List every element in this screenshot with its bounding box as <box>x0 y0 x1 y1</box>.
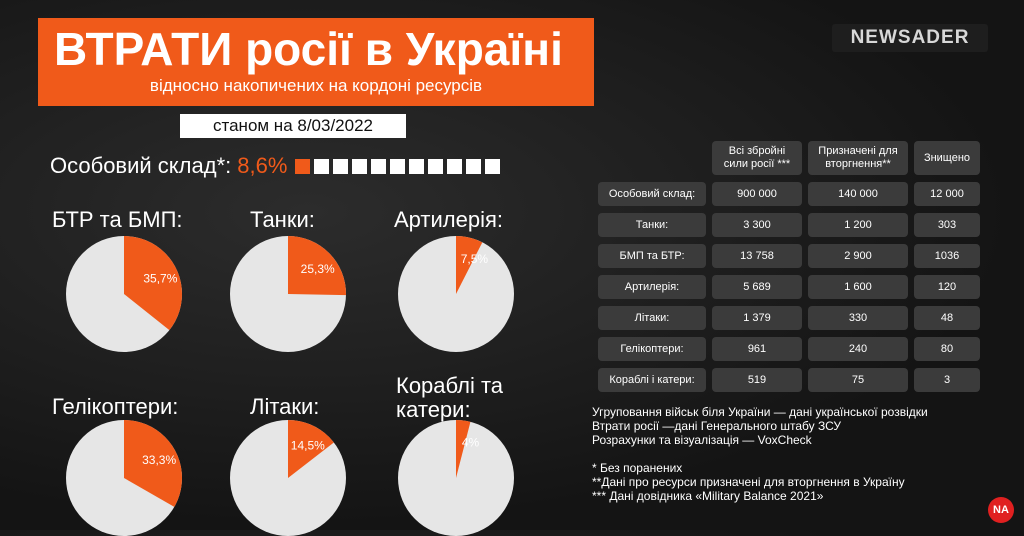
page-subtitle: відносно накопичених на кордоні ресурсів <box>149 76 483 95</box>
pie-chart-aircraft: 14,5% <box>230 420 346 536</box>
sources-block: Угруповання військ біля України — дані у… <box>592 405 928 447</box>
cell-destroyed: 1036 <box>914 244 980 268</box>
pie-title-artillery: Артилерія: <box>394 207 504 232</box>
cell-invasion: 75 <box>808 368 908 392</box>
personnel-square-empty <box>466 158 482 174</box>
col-header-invasion: Призначені для вторгнення** <box>808 141 908 175</box>
note-line: *** Дані довідника «Military Balance 202… <box>592 489 824 503</box>
note-line: * Без поранених <box>592 461 683 475</box>
personnel-square-empty <box>447 158 463 174</box>
cell-invasion: 240 <box>808 337 908 361</box>
pie-chart-helicopters: 33,3% <box>66 420 182 536</box>
personnel-label: Особовий склад*: <box>50 153 232 178</box>
pie-loss-slice <box>124 420 182 507</box>
note-line: **Дані про ресурси призначені для вторгн… <box>592 475 905 489</box>
personnel-value: 8,6% <box>237 153 288 178</box>
pie-value-label: 4% <box>462 435 480 449</box>
row-label: Гелікоптери: <box>598 337 706 361</box>
personnel-square-empty <box>409 158 425 174</box>
row-label: БМП та БТР: <box>598 244 706 268</box>
cell-all-forces: 519 <box>712 368 802 392</box>
cell-destroyed: 303 <box>914 213 980 237</box>
cell-invasion: 330 <box>808 306 908 330</box>
source-line: Втрати росії —дані Генерального штабу ЗС… <box>592 419 842 433</box>
date-label: станом на 8/03/2022 <box>180 114 406 138</box>
pie-title-helicopters: Гелікоптери: <box>52 394 179 419</box>
pie-loss-slice <box>288 420 334 478</box>
cell-all-forces: 5 689 <box>712 275 802 299</box>
cell-destroyed: 80 <box>914 337 980 361</box>
cell-destroyed: 48 <box>914 306 980 330</box>
losses-table: Всі збройні сили росії *** Призначені дл… <box>592 134 986 399</box>
pie-loss-slice <box>124 236 182 331</box>
table-row: Особовий склад: 900 000 140 000 12 000 <box>598 182 980 206</box>
pie-chart-artillery: 7,5% <box>398 236 514 352</box>
table-row: Літаки: 1 379 330 48 <box>598 306 980 330</box>
notes-block: * Без поранених **Дані про ресурси призн… <box>592 461 905 503</box>
cell-invasion: 1 600 <box>808 275 908 299</box>
table-row: Кораблі і катери: 519 75 3 <box>598 368 980 392</box>
table-corner <box>598 141 706 175</box>
pie-value-label: 25,3% <box>301 262 335 276</box>
pie-title-ships: Кораблі та катери: <box>396 373 504 422</box>
pie-title-btr: БТР та БМП: <box>52 207 183 232</box>
personnel-square-empty <box>485 158 501 174</box>
personnel-square-empty <box>371 158 387 174</box>
row-label: Артилерія: <box>598 275 706 299</box>
cell-invasion: 1 200 <box>808 213 908 237</box>
cell-destroyed: 3 <box>914 368 980 392</box>
source-line: Розрахунки та візуалізація — VoxCheck <box>592 433 812 447</box>
pie-chart-tanks: 25,3% <box>230 236 346 352</box>
cell-all-forces: 13 758 <box>712 244 802 268</box>
cell-invasion: 140 000 <box>808 182 908 206</box>
pie-loss-slice <box>456 420 471 478</box>
pie-value-label: 35,7% <box>143 271 177 285</box>
pie-title-tanks: Танки: <box>250 207 315 232</box>
pie-value-label: 7,5% <box>461 252 489 266</box>
cell-all-forces: 900 000 <box>712 182 802 206</box>
personnel-indicator: Особовий склад*: 8,6% <box>50 151 501 181</box>
cell-all-forces: 961 <box>712 337 802 361</box>
table-header-row: Всі збройні сили росії *** Призначені дл… <box>598 141 980 175</box>
page-title: ВТРАТИ росії в Україні <box>54 23 563 75</box>
pie-loss-slice <box>288 236 346 296</box>
newsader-logo: NEWSADER <box>832 24 988 52</box>
table-row: Гелікоптери: 961 240 80 <box>598 337 980 361</box>
personnel-squares <box>295 158 501 174</box>
personnel-square-empty <box>390 158 406 174</box>
title-banner: ВТРАТИ росії в Україні відносно накопиче… <box>38 18 594 106</box>
table-row: Танки: 3 300 1 200 303 <box>598 213 980 237</box>
pie-loss-slice <box>456 236 483 294</box>
col-header-all-forces: Всі збройні сили росії *** <box>712 141 802 175</box>
pie-title-aircraft: Літаки: <box>250 394 320 419</box>
channel-badge: NA <box>988 497 1014 523</box>
pie-value-label: 14,5% <box>291 439 325 453</box>
source-line: Угруповання військ біля України — дані у… <box>592 405 928 419</box>
col-header-destroyed: Знищено <box>914 141 980 175</box>
cell-all-forces: 1 379 <box>712 306 802 330</box>
cell-destroyed: 12 000 <box>914 182 980 206</box>
personnel-square-empty <box>352 158 368 174</box>
cell-invasion: 2 900 <box>808 244 908 268</box>
pie-chart-btr: 35,7% <box>66 236 182 352</box>
cell-destroyed: 120 <box>914 275 980 299</box>
row-label: Кораблі і катери: <box>598 368 706 392</box>
personnel-square-filled <box>295 158 311 174</box>
row-label: Літаки: <box>598 306 706 330</box>
pie-chart-ships: 4% <box>398 420 514 536</box>
row-label: Танки: <box>598 213 706 237</box>
pie-value-label: 33,3% <box>142 453 176 467</box>
table-row: Артилерія: 5 689 1 600 120 <box>598 275 980 299</box>
cell-all-forces: 3 300 <box>712 213 802 237</box>
personnel-square-empty <box>333 158 349 174</box>
personnel-square-empty <box>428 158 444 174</box>
personnel-square-empty <box>314 158 330 174</box>
row-label: Особовий склад: <box>598 182 706 206</box>
table-row: БМП та БТР: 13 758 2 900 1036 <box>598 244 980 268</box>
